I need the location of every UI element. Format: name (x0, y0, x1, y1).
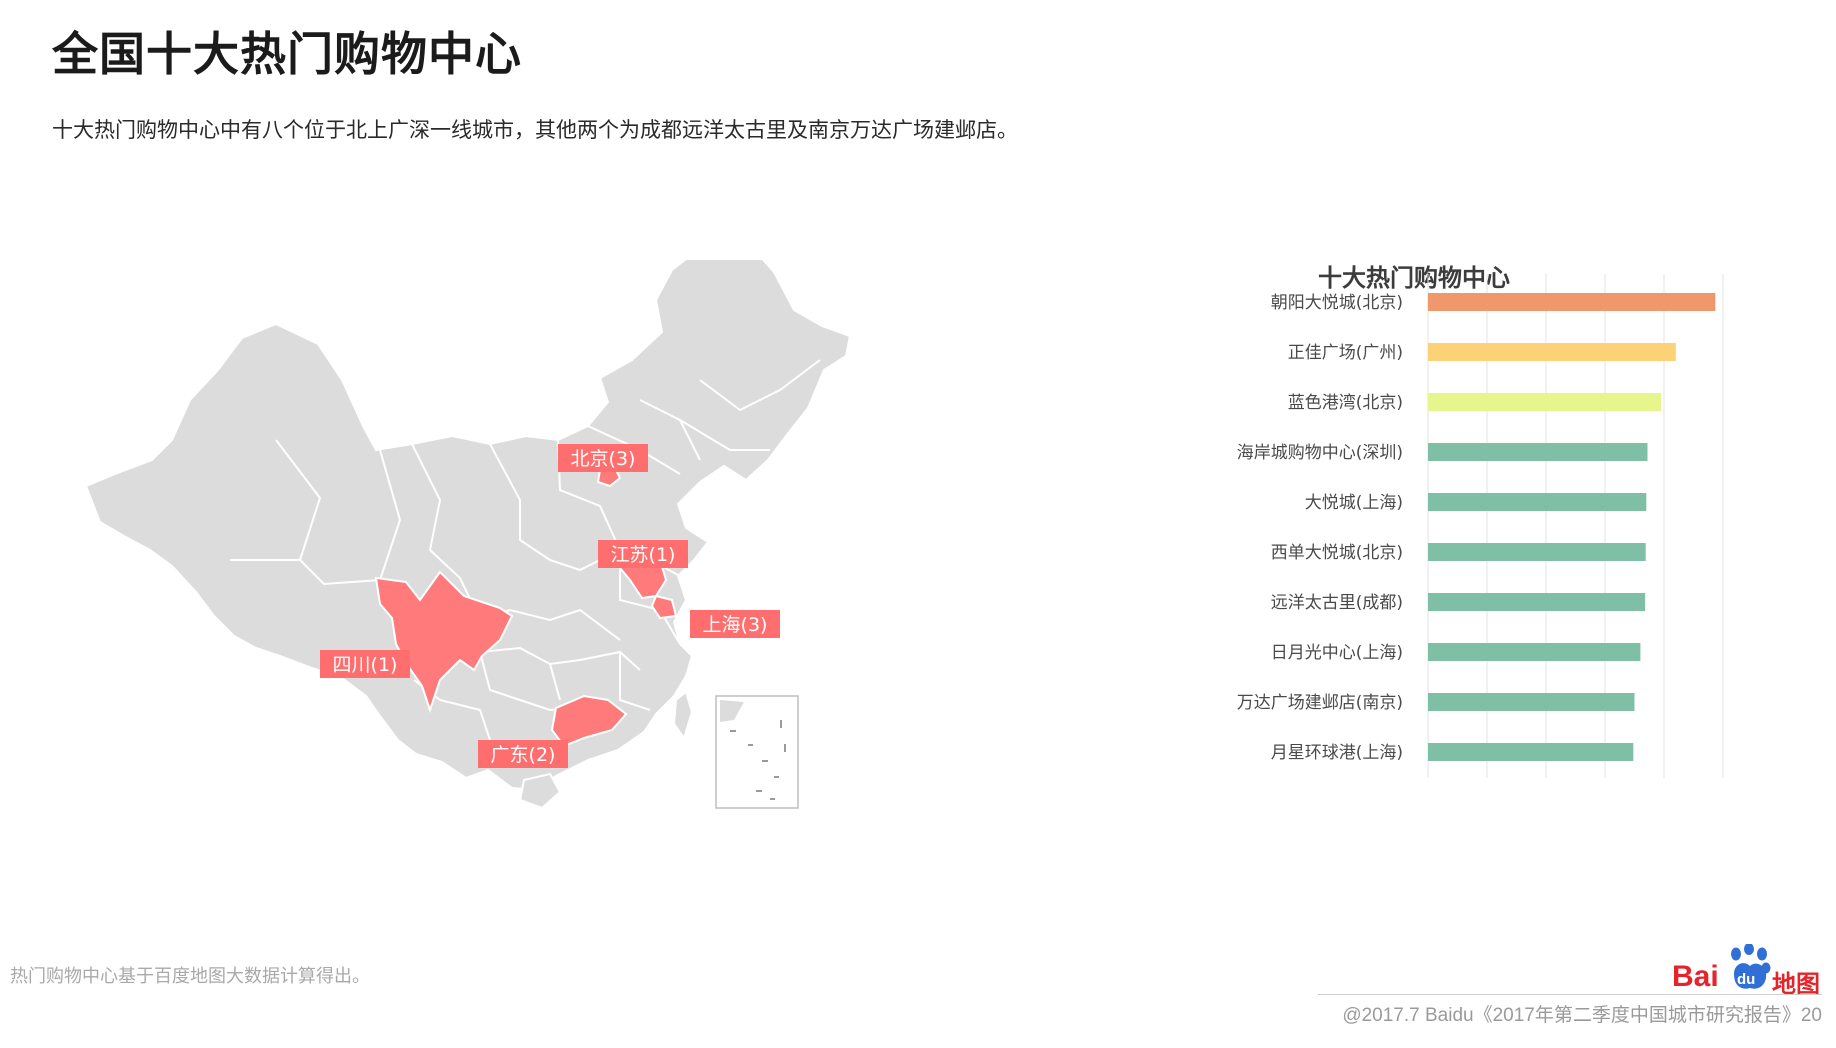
map-region-shanghai (650, 594, 678, 620)
chart-category-label: 万达广场建邺店(南京) (1237, 693, 1403, 713)
map-taiwan (672, 690, 694, 741)
map-label-box (320, 650, 410, 678)
chart-bar (1428, 343, 1676, 361)
chart-bar (1428, 643, 1641, 661)
map-label-box (690, 610, 780, 638)
map-label-box (478, 740, 568, 768)
logo-brand: Bai (1672, 960, 1719, 993)
footer-divider (1318, 994, 1822, 995)
map-label-text: 四川(1) (333, 654, 398, 676)
chart-bar (1428, 743, 1634, 761)
map-label: 广东(2) (478, 740, 568, 768)
chart-bar (1428, 493, 1647, 511)
chart-category-label: 日月光中心(上海) (1271, 643, 1403, 663)
chart-bar (1428, 593, 1646, 611)
chart-bar (1428, 543, 1646, 561)
page-title: 全国十大热门购物中心 (52, 27, 522, 81)
page-subtitle: 十大热门购物中心中有八个位于北上广深一线城市，其他两个为成都远洋太古里及南京万达… (52, 118, 1018, 142)
map-south-china-sea-inset (715, 695, 799, 809)
map-label: 江苏(1) (598, 540, 688, 568)
chart-category-label: 正佳广场(广州) (1288, 343, 1403, 363)
map-label: 上海(3) (690, 610, 780, 638)
map-labels: 北京(3) 江苏(1) 上海(3) 四川(1) 广东(2) (320, 444, 780, 768)
logo-paw-text: du (1737, 971, 1755, 988)
chart-title: 十大热门购物中心 (1318, 264, 1510, 292)
map-china-base (84, 260, 852, 792)
baidu-map-logo: Bai du 地图 (1672, 944, 1822, 998)
chart-category-label: 月星环球港(上海) (1271, 743, 1403, 763)
map-label-box (558, 444, 648, 472)
map-region-guangdong (550, 694, 628, 748)
chart-category-label: 西单大悦城(北京) (1271, 543, 1403, 563)
footer-source: @2017.7 Baidu《2017年第二季度中国城市研究报告》20 (1342, 1005, 1822, 1026)
map-label-text: 北京(3) (571, 448, 636, 470)
map-label-text: 广东(2) (491, 744, 556, 766)
chart-bars (1428, 293, 1716, 761)
map-region-sichuan (374, 570, 514, 714)
map-hainan (518, 772, 562, 810)
chart-category-label: 远洋太古里(成都) (1271, 593, 1403, 613)
chart-category-label: 大悦城(上海) (1305, 493, 1403, 513)
paw-icon: du (1731, 944, 1771, 989)
shopping-center-bar-chart: 十大热门购物中心 朝阳大悦城(北京) 正佳广场(广州) 蓝色港湾(北京) 海岸城购物中… (1237, 264, 1724, 778)
map-label: 四川(1) (320, 650, 410, 678)
chart-category-label: 朝阳大悦城(北京) (1271, 293, 1403, 313)
map-label-text: 江苏(1) (611, 544, 676, 566)
chart-category-label: 蓝色港湾(北京) (1288, 393, 1403, 413)
chart-bar (1428, 443, 1648, 461)
chart-category-labels: 朝阳大悦城(北京) 正佳广场(广州) 蓝色港湾(北京) 海岸城购物中心(深圳) 大悦城(… (1237, 293, 1403, 763)
chart-bar (1428, 693, 1635, 711)
chart-category-label: 海岸城购物中心(深圳) (1237, 443, 1403, 463)
map-label: 北京(3) (558, 444, 648, 472)
footnote: 热门购物中心基于百度地图大数据计算得出。 (10, 966, 370, 987)
map-label-text: 上海(3) (703, 614, 768, 636)
china-map: 北京(3) 江苏(1) 上海(3) 四川(1) 广东(2) (84, 260, 852, 810)
map-label-box (598, 540, 688, 568)
chart-bar (1428, 293, 1716, 311)
logo-suffix: 地图 (1772, 970, 1820, 998)
chart-bar (1428, 393, 1662, 411)
